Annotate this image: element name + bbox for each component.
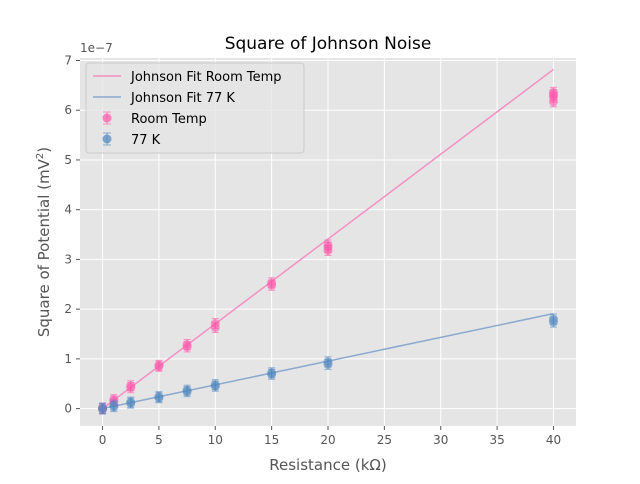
y-offset-text: 1e−7 [80, 41, 113, 55]
legend-label-room-temp: Room Temp [131, 112, 207, 127]
data-point-room-temp [323, 239, 333, 251]
y-axis-label: Square of Potential (mV2) [35, 147, 53, 337]
data-point-77k [154, 391, 164, 403]
x-tick-label: 5 [155, 433, 163, 447]
data-point-77k [210, 379, 220, 391]
x-tick-label: 40 [546, 433, 561, 447]
data-point-77k [109, 399, 119, 411]
y-tick-label: 3 [64, 252, 72, 266]
data-point-room-temp [126, 380, 136, 392]
x-tick-label: 0 [99, 433, 107, 447]
legend-label-77k-fit: Johnson Fit 77 K [130, 91, 235, 106]
y-tick-label: 6 [64, 103, 72, 117]
x-tick-label: 10 [208, 433, 223, 447]
y-axis-label-superscript: 2 [35, 153, 46, 159]
y-axis-label-tail: ) [35, 147, 53, 153]
legend-label-room-temp-fit: Johnson Fit Room Temp [130, 70, 282, 85]
y-tick-label: 0 [64, 402, 72, 416]
x-tick-label: 15 [264, 433, 279, 447]
y-tick-label: 4 [64, 203, 72, 217]
data-point-77k [267, 367, 277, 379]
legend: Johnson Fit Room Temp Johnson Fit 77 K R… [85, 62, 305, 154]
x-axis-label: Resistance (kΩ) [269, 456, 386, 474]
data-point-room-temp [548, 86, 558, 98]
fit-line-room-temp [102, 68, 554, 410]
x-tick-label: 25 [377, 433, 392, 447]
legend-marker-room-temp [102, 111, 112, 125]
data-point-room-temp [267, 277, 277, 289]
data-point-77k [182, 384, 192, 396]
y-tick-label: 7 [64, 53, 72, 67]
data-point-77k [98, 402, 108, 414]
legend-box [85, 62, 305, 154]
data-point-77k [126, 396, 136, 408]
legend-marker-77k [102, 132, 112, 146]
data-point-room-temp [154, 359, 164, 371]
series-layer [98, 68, 558, 415]
y-axis-label-main: Square of Potential (mV [35, 158, 53, 337]
x-tick-label: 35 [489, 433, 504, 447]
data-point-77k [323, 356, 333, 368]
y-tick-label: 5 [64, 153, 72, 167]
chart-title: Square of Johnson Noise [225, 34, 432, 54]
data-point-77k [548, 313, 558, 325]
y-tick-label: 2 [64, 302, 72, 316]
x-tick-label: 30 [433, 433, 448, 447]
y-tick-label: 1 [64, 352, 72, 366]
tick-layer: 0 5 10 15 20 25 30 35 40 0 1 2 3 4 5 6 7 [64, 53, 561, 447]
data-point-room-temp [210, 318, 220, 330]
data-point-room-temp [182, 338, 192, 350]
x-tick-label: 20 [320, 433, 335, 447]
legend-label-77k: 77 K [131, 133, 161, 148]
